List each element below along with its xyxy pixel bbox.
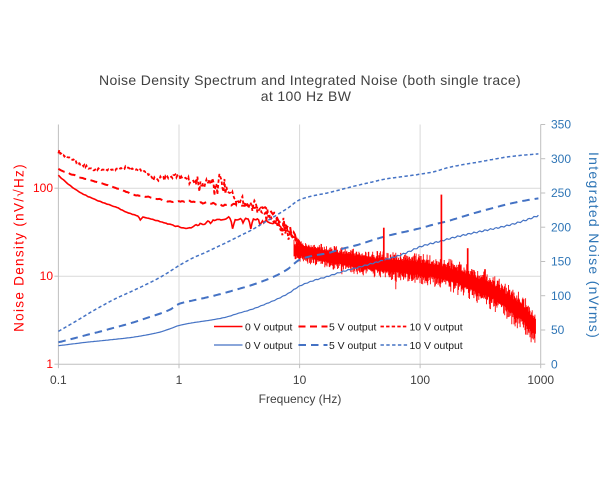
svg-text:0: 0	[551, 357, 558, 371]
svg-text:Noise Density (nV/√Hz): Noise Density (nV/√Hz)	[12, 163, 27, 332]
svg-text:Integrated Noise (nVrms): Integrated Noise (nVrms)	[586, 152, 602, 339]
svg-text:50: 50	[551, 323, 565, 337]
svg-text:Frequency (Hz): Frequency (Hz)	[259, 392, 342, 406]
svg-text:1: 1	[176, 373, 183, 387]
svg-text:350: 350	[551, 118, 571, 132]
svg-text:10 V output: 10 V output	[410, 341, 463, 352]
svg-text:0.1: 0.1	[50, 373, 67, 387]
svg-text:10 V output: 10 V output	[410, 322, 463, 333]
svg-text:150: 150	[551, 255, 571, 269]
svg-text:10: 10	[40, 269, 54, 283]
svg-text:200: 200	[551, 220, 571, 234]
svg-text:0 V output: 0 V output	[245, 341, 292, 352]
svg-text:1000: 1000	[527, 373, 554, 387]
svg-text:5 V output: 5 V output	[329, 322, 376, 333]
svg-text:0 V output: 0 V output	[245, 322, 292, 333]
svg-text:at 100 Hz BW: at 100 Hz BW	[261, 88, 352, 104]
svg-text:250: 250	[551, 186, 571, 200]
svg-text:Noise Density Spectrum and Int: Noise Density Spectrum and Integrated No…	[99, 72, 521, 88]
svg-text:1: 1	[46, 357, 53, 371]
svg-text:10: 10	[293, 373, 307, 387]
svg-text:300: 300	[551, 152, 571, 166]
svg-text:100: 100	[410, 373, 430, 387]
svg-text:100: 100	[551, 289, 571, 303]
svg-text:100: 100	[33, 181, 53, 195]
svg-text:5 V output: 5 V output	[329, 341, 376, 352]
